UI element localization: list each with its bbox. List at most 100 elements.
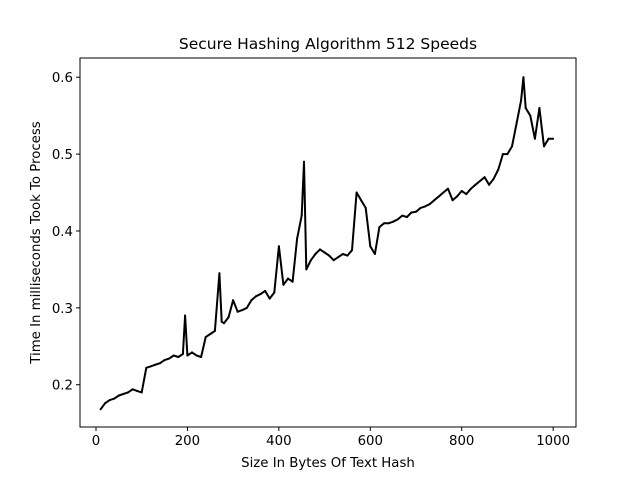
data-point [346,254,349,257]
data-point [488,183,491,186]
data-point [209,333,212,335]
data-point [314,253,317,255]
x-tick-label: 1000 [536,434,570,449]
data-point [282,283,285,286]
data-point [259,293,262,295]
x-tick-label: 400 [266,434,291,449]
data-point [355,191,358,194]
data-point [460,190,463,192]
data-point [543,145,545,148]
data-point [456,195,459,198]
data-point [218,272,221,275]
data-point [552,137,555,140]
plot-background [80,58,576,427]
data-point [99,408,102,411]
plot-frame [79,57,577,428]
data-point [127,391,129,394]
x-axis-ticks: 0 200 400 600 800 1000 [92,427,570,449]
data-point [337,256,340,259]
data-point [360,199,363,202]
data-point [131,388,134,391]
data-point [177,356,180,358]
data-point [163,359,166,362]
data-point [451,199,454,202]
data-point [415,210,417,213]
data-point [305,268,308,271]
data-point [351,249,353,252]
data-point [168,357,171,360]
data-point [241,309,244,312]
x-tick-label: 200 [175,434,200,449]
data-point [250,299,253,302]
data-point [410,211,413,214]
data-point [506,153,509,156]
data-point [419,206,422,209]
y-tick-label: 0.2 [52,379,73,394]
data-point [287,277,289,280]
data-point [533,137,536,140]
data-point [303,160,305,163]
data-point [529,114,532,117]
data-point [195,354,198,357]
data-point [186,354,189,357]
data-point [341,253,344,255]
x-axis-label: Size In Bytes Of Text Hash [241,456,415,471]
data-point [547,137,550,140]
data-point [140,391,143,394]
chart-title: Secure Hashing Algorithm 512 Speeds [179,35,477,53]
data-point [497,168,500,171]
x-tick-label: 800 [449,434,474,449]
data-point [474,183,477,186]
y-axis-label: Time In milliseconds Took To Process [29,121,44,364]
data-point [364,206,367,209]
data-point [145,366,148,369]
data-point [465,193,468,196]
data-point [264,289,267,292]
data-point [184,314,187,317]
data-point [392,220,395,223]
data-point [296,237,299,240]
data-point [273,291,276,294]
data-point [383,222,385,225]
data-point [433,199,436,202]
data-point [245,306,248,309]
y-tick-label: 0.5 [52,148,73,163]
data-point [122,392,125,395]
data-point [191,351,193,354]
data-point [378,226,381,229]
data-point [255,295,257,298]
data-point [213,329,216,332]
data-point [291,280,294,283]
data-point [424,205,427,208]
data-point [113,397,116,400]
data-point [396,218,399,221]
data-point [159,362,161,365]
data-point [479,180,481,182]
data-point [200,356,203,358]
data-point [373,253,376,255]
data-point [524,107,527,109]
data-point [522,76,525,79]
y-tick-label: 0.3 [52,302,73,317]
y-tick-label: 0.4 [52,225,73,240]
data-point [369,245,372,248]
data-point [442,191,445,194]
data-point [332,259,335,262]
data-point [227,316,230,319]
series-layer [99,76,555,411]
data-point [492,177,495,180]
data-point [223,322,225,325]
data-point [401,214,404,217]
data-point [268,297,271,300]
data-point [104,402,107,405]
data-point [149,365,152,368]
data-point [309,259,312,262]
data-point [204,336,207,339]
data-point [232,299,235,302]
data-point [319,248,321,251]
data-point [323,251,326,254]
data-point [538,107,541,109]
data-point [405,216,408,219]
x-tick-label: 0 [92,434,100,449]
